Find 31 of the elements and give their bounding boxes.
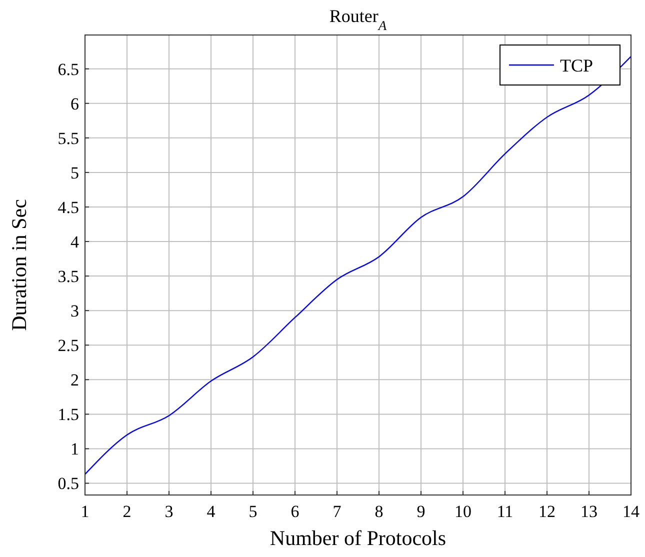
y-tick-label: 1 [70,440,79,459]
x-tick-label: 5 [248,502,258,521]
x-tick-label: 8 [374,502,384,521]
x-tick-label: 9 [416,502,426,521]
x-tick-label: 3 [164,502,174,521]
x-axis-title: Number of Protocols [270,526,446,550]
y-tick-label: 3.5 [58,267,79,286]
x-tick-label: 2 [122,502,132,521]
x-tick-label: 7 [332,502,342,521]
y-tick-label: 6 [70,94,79,114]
x-tick-label: 4 [206,502,216,521]
y-tick-label: 0.5 [58,474,79,494]
y-tick-label: 1.5 [58,405,79,424]
y-tick-label: 2 [70,370,79,390]
y-tick-label: 5.5 [58,128,79,148]
legend-label: TCP [560,55,594,76]
y-tick-label: 6.5 [58,60,79,79]
y-tick-label: 4.5 [58,198,79,217]
x-tick-label: 14 [622,502,640,521]
x-tick-label: 10 [454,502,472,521]
x-tick-label: 6 [290,502,300,521]
y-tick-label: 2.5 [58,336,79,356]
y-tick-label: 5 [70,163,79,182]
x-tick-label: 12 [538,502,556,521]
y-tick-label: 4 [70,232,80,252]
y-tick-label: 3 [70,302,79,321]
y-axis-title: Duration in Sec [7,199,31,331]
line-series [84,56,632,475]
x-tick-label: 11 [496,502,514,521]
x-tick-label: 13 [580,502,598,521]
chart-title: Router$_{A}$ [329,6,388,32]
